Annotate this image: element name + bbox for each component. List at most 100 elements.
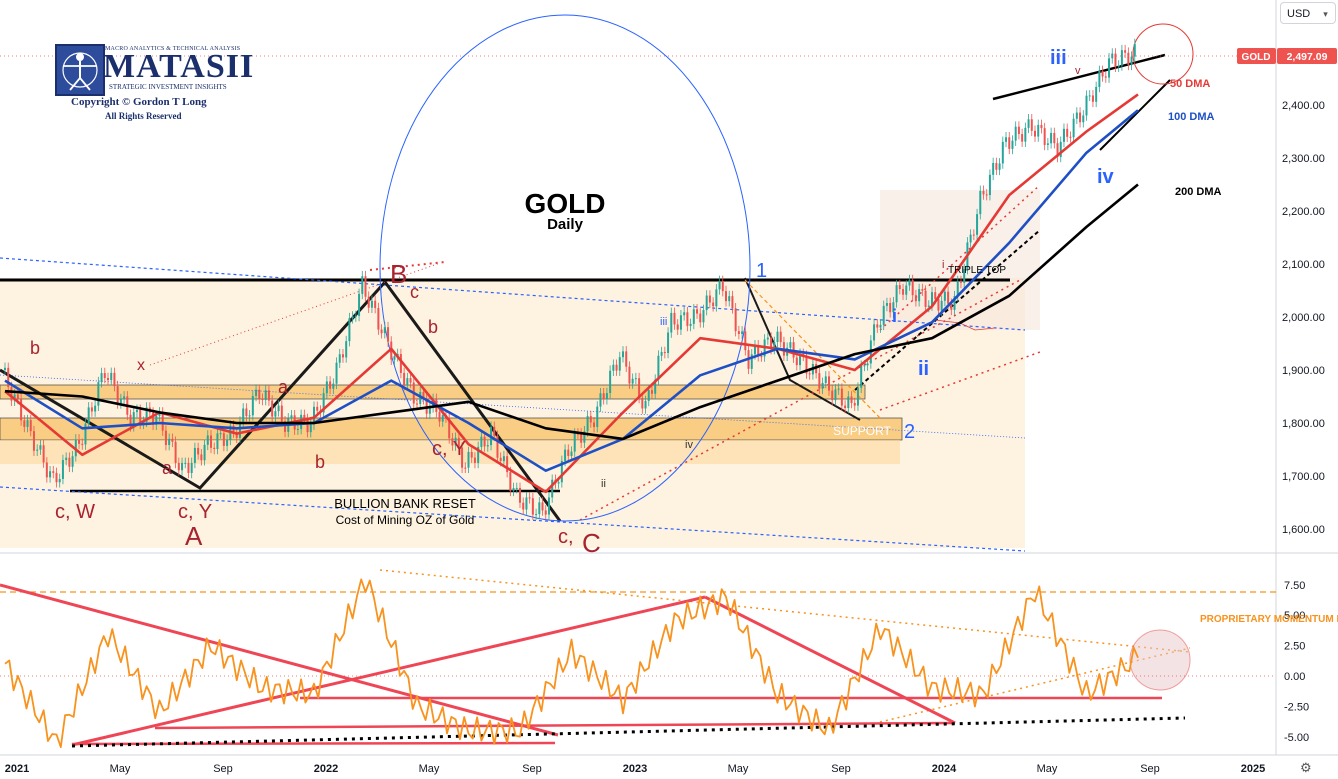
price-candle bbox=[589, 416, 592, 423]
price-candle bbox=[844, 405, 847, 408]
price-candle bbox=[708, 295, 711, 303]
price-candle bbox=[39, 445, 42, 450]
price-candle bbox=[329, 381, 332, 389]
price-candle bbox=[457, 437, 460, 448]
price-candle bbox=[634, 378, 637, 380]
wave-a-1: a bbox=[162, 458, 173, 478]
price-candle bbox=[55, 472, 58, 483]
price-candle bbox=[744, 331, 747, 351]
price-candle bbox=[911, 280, 914, 296]
price-candle bbox=[976, 214, 979, 235]
price-candle bbox=[251, 396, 254, 416]
price-candle bbox=[255, 389, 258, 397]
price-candle bbox=[1120, 50, 1123, 66]
price-candle bbox=[222, 433, 225, 446]
price-candle bbox=[931, 292, 933, 306]
price-candle bbox=[409, 378, 412, 383]
price-candle bbox=[1059, 141, 1062, 157]
price-candle bbox=[367, 296, 370, 308]
price-candle bbox=[1104, 76, 1107, 78]
price-candle bbox=[625, 351, 628, 367]
price-candle bbox=[345, 341, 348, 358]
price-candle bbox=[332, 383, 335, 389]
price-candle bbox=[924, 290, 927, 307]
price-candle bbox=[985, 194, 988, 196]
price-candle bbox=[567, 449, 570, 456]
price-candle bbox=[123, 396, 126, 400]
price-candle bbox=[725, 291, 727, 302]
price-candle bbox=[905, 285, 908, 295]
price-candle bbox=[892, 302, 895, 313]
price-candle bbox=[551, 479, 554, 498]
price-candle bbox=[1088, 95, 1091, 97]
price-candle bbox=[692, 309, 695, 324]
price-candle bbox=[206, 435, 209, 445]
price-candle bbox=[280, 405, 283, 422]
price-candle bbox=[383, 327, 386, 334]
price-candle bbox=[1085, 95, 1088, 116]
price-candle bbox=[828, 376, 830, 391]
price-candle bbox=[1127, 52, 1130, 65]
price-candle bbox=[419, 392, 422, 404]
price-candle bbox=[947, 291, 950, 304]
time-tick-label: 2025 bbox=[1241, 763, 1265, 775]
price-candle bbox=[831, 390, 834, 401]
price-candle bbox=[190, 462, 193, 474]
gear-icon[interactable]: ⚙ bbox=[1300, 760, 1312, 775]
price-candle bbox=[863, 365, 866, 367]
wave-x: x bbox=[137, 357, 145, 374]
price-candle bbox=[535, 514, 538, 516]
price-candle bbox=[950, 303, 953, 310]
price-candle bbox=[992, 162, 995, 175]
price-candle bbox=[673, 312, 676, 325]
price-candle bbox=[351, 316, 354, 319]
price-candle bbox=[943, 291, 946, 301]
logo-copyright: Copyright © Gordon T Long bbox=[71, 96, 207, 108]
price-candle bbox=[953, 296, 956, 310]
currency-selector[interactable]: USD ▾ bbox=[1280, 2, 1336, 24]
matasii-logo: MACRO ANALYTICS & TECHNICAL ANALYSIS MAT… bbox=[55, 44, 253, 124]
price-candle bbox=[580, 433, 583, 443]
price-candle bbox=[1101, 70, 1104, 77]
price-candle bbox=[164, 430, 167, 446]
price-candle bbox=[605, 393, 608, 400]
logo-tagline: MACRO ANALYTICS & TECHNICAL ANALYSIS bbox=[105, 46, 241, 52]
price-candle bbox=[1062, 128, 1065, 142]
price-candle bbox=[1130, 56, 1133, 65]
moving-average-line bbox=[4, 109, 1139, 473]
wave-a-2: a bbox=[278, 377, 289, 397]
price-candle bbox=[274, 411, 277, 417]
moving-average-line bbox=[4, 93, 1139, 494]
price-candle bbox=[181, 462, 184, 471]
price-candle bbox=[641, 397, 644, 409]
price-candle bbox=[1011, 140, 1014, 149]
price-candle bbox=[1034, 130, 1036, 137]
price-candle bbox=[152, 412, 155, 425]
price-candle bbox=[699, 313, 702, 323]
price-candle bbox=[1069, 136, 1072, 138]
time-tick-label: May bbox=[419, 763, 440, 775]
price-candle bbox=[547, 497, 550, 515]
price-candle bbox=[203, 444, 206, 461]
price-candle bbox=[1027, 119, 1030, 128]
price-candle bbox=[914, 295, 917, 302]
price-candle bbox=[609, 370, 612, 394]
price-candle bbox=[821, 382, 824, 389]
wave-i-blue: i bbox=[892, 306, 897, 326]
price-candle bbox=[81, 443, 84, 445]
price-candle bbox=[1095, 86, 1098, 102]
price-candle bbox=[750, 354, 753, 369]
price-candle bbox=[531, 498, 534, 515]
price-candle bbox=[998, 163, 1001, 170]
momentum-line bbox=[4, 578, 1139, 749]
price-candle bbox=[596, 406, 599, 428]
wave-1: 1 bbox=[756, 260, 767, 282]
time-tick-label: Sep bbox=[831, 763, 851, 775]
price-candle bbox=[885, 303, 888, 306]
price-candle bbox=[258, 389, 261, 399]
price-candle bbox=[1108, 58, 1111, 78]
price-candle bbox=[660, 352, 663, 356]
wave-c-comma: c, bbox=[558, 526, 574, 548]
price-candle bbox=[515, 487, 518, 489]
price-candle bbox=[213, 447, 216, 450]
